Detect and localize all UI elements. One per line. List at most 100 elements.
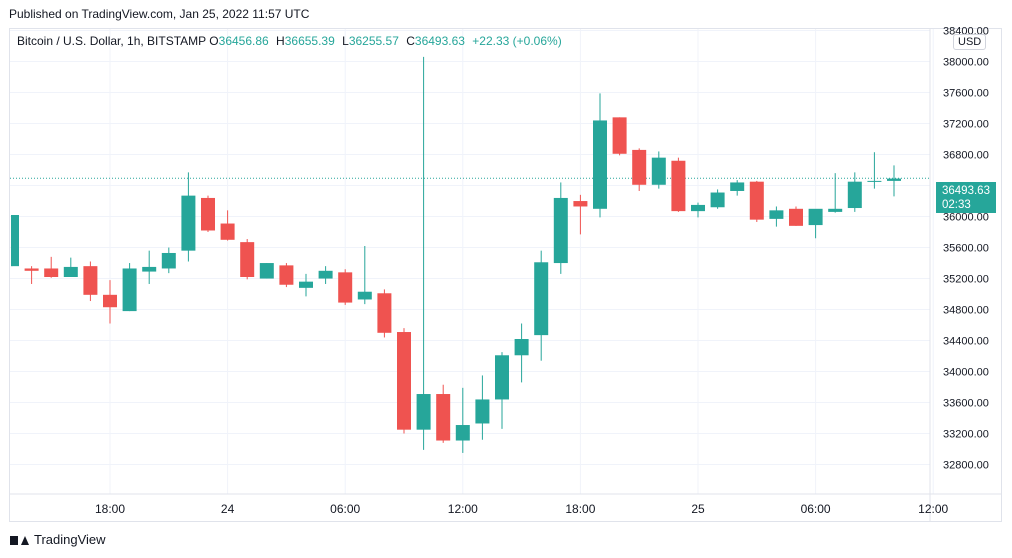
candle[interactable] — [279, 263, 294, 288]
candle[interactable] — [828, 173, 843, 213]
footer-brand[interactable]: TradingView — [10, 532, 106, 547]
candle[interactable] — [397, 328, 411, 434]
candle[interactable] — [299, 273, 313, 297]
candle[interactable] — [593, 93, 607, 218]
time-tick-label: 06:00 — [330, 502, 360, 516]
candle[interactable] — [259, 263, 274, 279]
candle-body — [24, 268, 39, 271]
candle[interactable] — [887, 165, 901, 197]
symbol-name: Bitcoin / U.S. Dollar, 1h, BITSTAMP — [17, 34, 206, 48]
candle[interactable] — [632, 148, 647, 191]
candle-body — [11, 215, 19, 267]
tradingview-logo-icon — [10, 534, 29, 546]
candle[interactable] — [749, 180, 764, 222]
price-tick-label: 36000.00 — [943, 212, 989, 224]
candle[interactable] — [11, 215, 19, 267]
currency-button[interactable]: USD — [953, 34, 987, 50]
candle[interactable] — [475, 375, 490, 440]
candle[interactable] — [122, 263, 137, 312]
candle-body — [318, 270, 333, 279]
price-axis: 32800.00 33200.00 33600.00 34000.00 34400.00… — [943, 26, 989, 472]
candle[interactable] — [201, 195, 215, 233]
candle-body — [397, 332, 411, 430]
price-tick-label: 37200.00 — [943, 119, 989, 131]
time-tick-label: 18:00 — [565, 502, 595, 516]
candle[interactable] — [710, 189, 725, 209]
candle-body — [867, 180, 882, 182]
price-tick-label: 35600.00 — [943, 243, 989, 255]
time-tick-label: 18:00 — [95, 502, 125, 516]
price-tick-label: 34400.00 — [943, 336, 989, 348]
time-tick-label: 12:00 — [918, 502, 948, 516]
candle[interactable] — [338, 269, 353, 305]
candle-body — [161, 252, 176, 269]
candle-body — [632, 149, 647, 185]
candle-body — [710, 192, 725, 208]
candle[interactable] — [808, 208, 823, 239]
price-tick-label: 35200.00 — [943, 274, 989, 286]
candle[interactable] — [142, 250, 157, 284]
candle-body — [103, 294, 117, 308]
candle[interactable] — [240, 239, 255, 280]
candle-body — [377, 293, 392, 333]
candle-body — [475, 399, 490, 424]
candle[interactable] — [161, 247, 176, 274]
candle-body — [749, 181, 764, 220]
candle-body — [534, 262, 549, 336]
time-tick-label: 25 — [691, 502, 705, 516]
candle-body — [357, 291, 372, 300]
candle-body — [201, 197, 215, 231]
candle[interactable] — [789, 206, 803, 226]
bar-countdown: 02:33 — [942, 199, 971, 211]
candle-body — [240, 242, 255, 277]
footer-brand-label: TradingView — [34, 532, 106, 547]
candle[interactable] — [181, 172, 196, 262]
candle-body — [553, 197, 568, 264]
candle[interactable] — [769, 206, 784, 227]
time-tick-label: 24 — [221, 502, 235, 516]
candle[interactable] — [612, 117, 627, 156]
candle-body — [789, 208, 803, 226]
candle[interactable] — [416, 56, 431, 450]
candle[interactable] — [63, 257, 78, 277]
candle-body — [220, 223, 235, 240]
candle[interactable] — [730, 180, 745, 196]
candle[interactable] — [671, 157, 686, 212]
candle[interactable] — [651, 151, 666, 189]
candle-body — [299, 281, 313, 288]
candle[interactable] — [495, 352, 509, 429]
low-label: L — [342, 34, 349, 48]
candle[interactable] — [357, 246, 372, 305]
candle[interactable] — [220, 210, 235, 241]
close-value: 36493.63 — [414, 34, 465, 48]
candle[interactable] — [573, 194, 588, 235]
candle[interactable] — [553, 182, 568, 274]
open-label: O — [209, 34, 219, 48]
candle-body — [514, 339, 529, 356]
grid-lines — [10, 29, 934, 494]
candle[interactable] — [24, 266, 39, 284]
candle-body — [259, 263, 274, 279]
chart-frame — [9, 28, 1002, 522]
candle[interactable] — [436, 384, 451, 443]
candle-body — [828, 208, 843, 212]
close-label: C — [406, 34, 415, 48]
time-axis: 18:00 24 06:00 12:00 18:00 25 06:00 12:00 — [95, 502, 949, 516]
candles — [11, 56, 901, 453]
candle[interactable] — [514, 323, 529, 383]
candle[interactable] — [377, 289, 392, 338]
candle[interactable] — [691, 202, 705, 218]
candle[interactable] — [103, 280, 117, 324]
candle[interactable] — [867, 152, 882, 189]
candle-body — [338, 272, 353, 303]
candle[interactable] — [455, 387, 470, 453]
price-tick-label: 32800.00 — [943, 460, 989, 472]
price-tick-label: 34800.00 — [943, 305, 989, 317]
candle[interactable] — [847, 172, 862, 212]
candle-body — [593, 120, 607, 209]
candle[interactable] — [534, 250, 549, 361]
candle[interactable] — [83, 261, 98, 302]
candle[interactable] — [318, 266, 333, 284]
candle[interactable] — [44, 256, 59, 278]
